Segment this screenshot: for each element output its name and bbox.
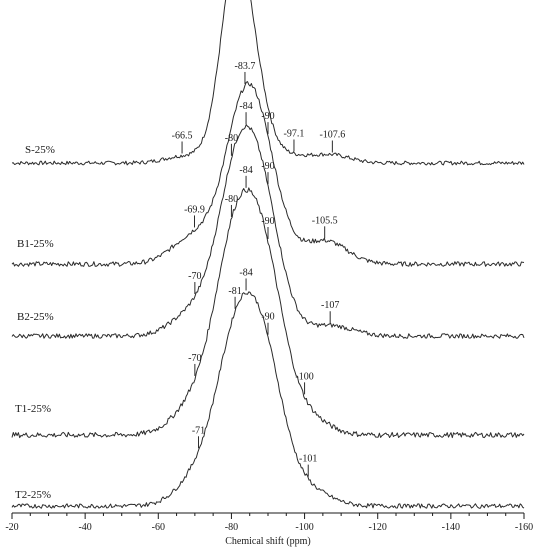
- x-axis: -20 -40 -60 -80 -100 -120 -140 -160: [5, 512, 533, 533]
- sample-label: T2-25%: [15, 489, 51, 501]
- peak-label: -90: [261, 216, 274, 227]
- peak-label: -71: [192, 425, 205, 436]
- peak-label: -81: [228, 286, 241, 297]
- spectrum-trace-4: [11, 187, 525, 439]
- x-tick-label: -20: [5, 522, 18, 533]
- peak-label: -84: [239, 165, 252, 176]
- sample-label: T1-25%: [15, 403, 51, 415]
- peak-label: -70: [188, 353, 201, 364]
- x-tick-label: -160: [515, 522, 533, 533]
- sample-labels: S-25% B1-25% B2-25% T1-25% T2-25%: [15, 144, 55, 501]
- peak-label: -107: [321, 300, 339, 311]
- x-tick-label: -120: [369, 522, 387, 533]
- peak-label: -107.6: [319, 129, 345, 140]
- spectrum-trace-5: [11, 291, 525, 509]
- peak-label: -90: [261, 111, 274, 122]
- peak-label: -84: [239, 267, 252, 278]
- x-axis-title: Chemical shift (ppm): [225, 536, 311, 547]
- peak-label: -90: [261, 161, 274, 172]
- spectra-traces: [11, 0, 525, 509]
- x-tick-label: -140: [442, 522, 460, 533]
- x-tick-label: -100: [295, 522, 313, 533]
- peak-label: -69.9: [184, 204, 205, 215]
- sample-label: B1-25%: [17, 238, 54, 250]
- peak-label: -97.1: [284, 128, 305, 139]
- peak-label: -105.5: [312, 215, 338, 226]
- x-tick-label: -80: [225, 522, 238, 533]
- peak-label: -101: [299, 454, 317, 465]
- spectrum-trace-1: [11, 0, 525, 166]
- peak-annotations: -83.3-80.5-66.5-79.9-97.1-107.6-83.7-69.…: [172, 61, 345, 477]
- sample-label: B2-25%: [17, 311, 54, 323]
- x-tick-label: -40: [78, 522, 91, 533]
- peak-label: -80: [225, 133, 238, 144]
- peak-label: -70: [188, 271, 201, 282]
- peak-label: -80: [225, 194, 238, 205]
- peak-label: -83.7: [235, 61, 256, 72]
- peak-label: -100: [295, 371, 313, 382]
- peak-label: -90: [261, 312, 274, 323]
- peak-label: -84: [239, 101, 252, 112]
- spectrum-trace-3: [11, 124, 525, 339]
- x-tick-label: -60: [152, 522, 165, 533]
- sample-label: S-25%: [25, 144, 55, 156]
- peak-label: -66.5: [172, 130, 193, 141]
- spectrum-trace-2: [11, 81, 525, 267]
